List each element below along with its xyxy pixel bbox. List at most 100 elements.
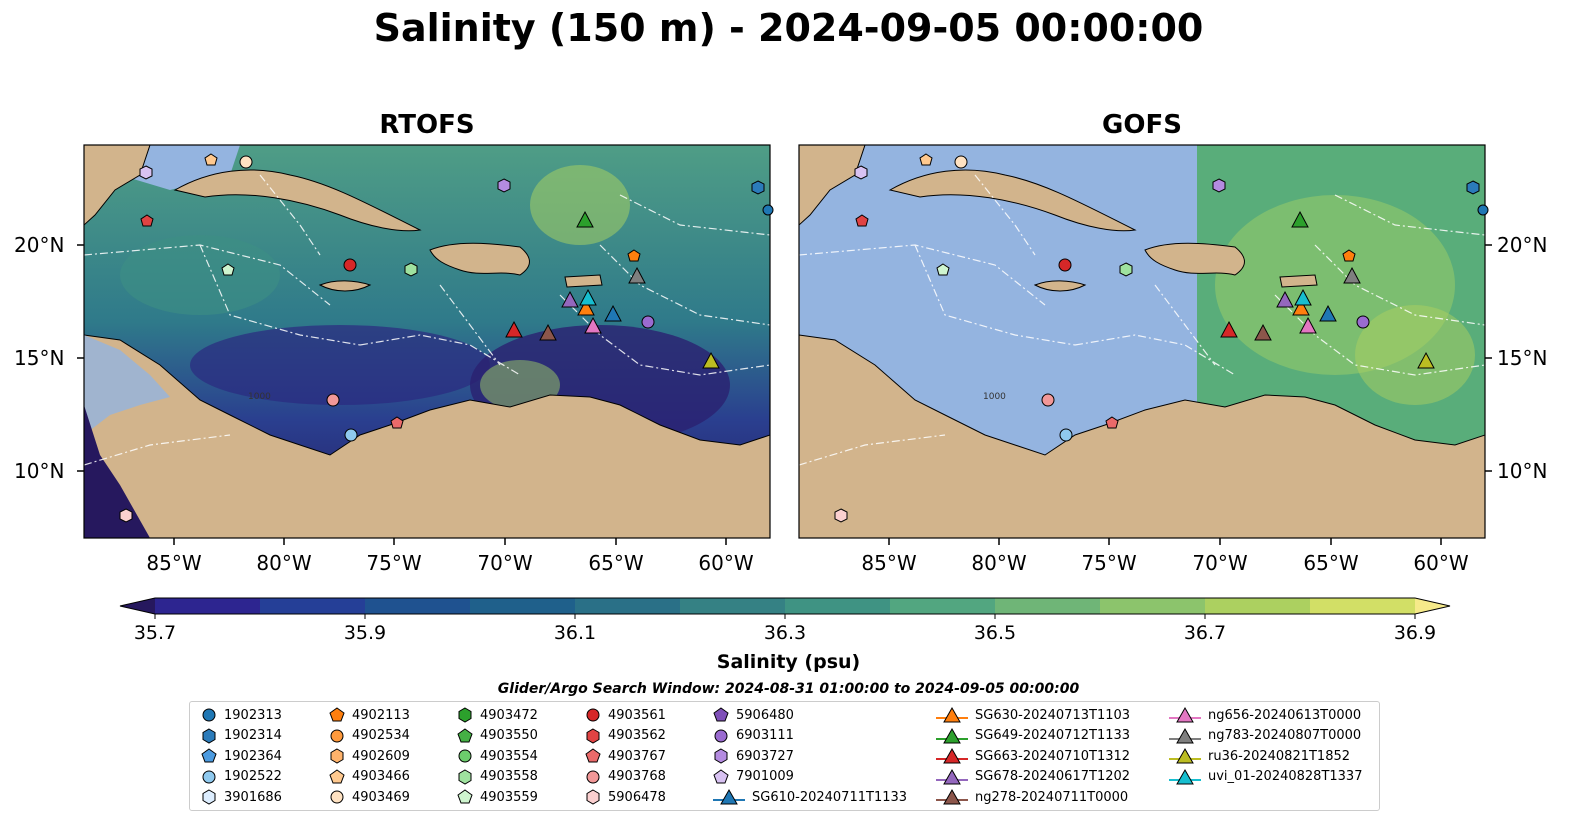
hexagon-marker-icon xyxy=(330,748,344,764)
lon-tick: 80°W xyxy=(256,551,311,575)
legend-item: 4903554 xyxy=(456,746,538,766)
argo-marker xyxy=(1119,262,1133,277)
lat-tick: 15°N xyxy=(14,346,64,370)
land-central-south-america xyxy=(799,334,1485,538)
glider-marker xyxy=(1291,210,1309,228)
legend-label: 4903472 xyxy=(480,707,538,723)
colorbar: 35.735.936.136.336.536.736.937.137.3 xyxy=(119,597,1451,644)
argo-marker xyxy=(855,214,869,227)
hexagon-marker-icon xyxy=(202,727,216,744)
triangle-marker-icon xyxy=(713,788,745,805)
lon-tick: 65°W xyxy=(588,551,643,575)
legend-label: SG610-20240711T1133 xyxy=(752,789,908,805)
lon-tick: 70°W xyxy=(1192,551,1247,575)
colorbar-extend-low xyxy=(120,598,155,614)
legend-item: 3901686 xyxy=(200,787,282,807)
legend-item: ng656-20240613T0000 xyxy=(1168,705,1361,725)
legend-label: 4903466 xyxy=(352,769,410,784)
colorbar-segment xyxy=(260,598,366,614)
argo-marker xyxy=(1356,315,1370,329)
legend-label: SG663-20240710T1312 xyxy=(975,748,1131,764)
legend-label: 4903559 xyxy=(480,789,538,805)
legend-item: 4903469 xyxy=(328,787,410,807)
circle-marker-icon xyxy=(202,708,216,722)
pentagon-marker-icon xyxy=(201,748,217,763)
colorbar-segment xyxy=(155,598,261,614)
legend-label: 7901009 xyxy=(736,769,794,784)
land-puerto-rico xyxy=(564,274,603,288)
colorbar-tick-label: 36.5 xyxy=(974,622,1016,644)
argo-marker xyxy=(1212,178,1226,193)
land-yucatan xyxy=(84,145,151,226)
circle-marker-icon xyxy=(714,729,728,742)
colorbar-segment xyxy=(995,598,1101,614)
pentagon-marker-icon xyxy=(329,768,345,783)
legend-label: SG649-20240712T1133 xyxy=(975,728,1131,743)
lat-tick: 10°N xyxy=(14,459,64,483)
legend-label: 4902534 xyxy=(352,728,410,743)
argo-marker xyxy=(344,428,358,442)
legend-item: 4902609 xyxy=(328,746,410,766)
lon-tick: 60°W xyxy=(1413,551,1468,575)
legend-label: ng783-20240807T0000 xyxy=(1208,728,1362,743)
legend-item: 4903472 xyxy=(456,705,538,725)
depth-contour-label: 1000 xyxy=(983,392,1006,402)
colorbar-segment xyxy=(1205,598,1311,614)
triangle-marker-icon xyxy=(1169,706,1201,723)
legend-item: SG678-20240617T1202 xyxy=(935,767,1130,787)
argo-marker xyxy=(221,263,235,276)
triangle-marker-icon xyxy=(936,747,968,764)
legend-item: 6903111 xyxy=(712,726,794,746)
lon-tick: 85°W xyxy=(146,551,201,575)
legend-label: 4903554 xyxy=(480,748,538,764)
argo-marker xyxy=(641,315,655,329)
legend-item: ng783-20240807T0000 xyxy=(1168,726,1361,746)
argo-marker xyxy=(343,258,357,272)
glider-marker xyxy=(539,323,557,341)
legend-label: ng278-20240711T0000 xyxy=(975,789,1129,805)
legend-label: 4903562 xyxy=(608,728,666,743)
eez-boundaries xyxy=(84,174,770,466)
land-central-south-america xyxy=(84,334,770,538)
legend-item: ng278-20240711T0000 xyxy=(935,787,1128,807)
argo-marker xyxy=(627,249,641,262)
hexagon-marker-icon xyxy=(458,707,472,723)
glider-marker xyxy=(1292,298,1310,316)
argo-marker xyxy=(834,508,848,523)
legend-item: SG663-20240710T1312 xyxy=(935,746,1130,766)
land-puerto-rico xyxy=(1279,274,1318,288)
legend: 1902313 1902314 1902364 1902522 3901686 49021… xyxy=(189,701,1380,811)
argo-marker xyxy=(954,155,968,169)
glider-marker xyxy=(584,316,602,334)
argo-marker xyxy=(1466,180,1480,195)
colorbar-ticks: 35.735.936.136.336.536.736.937.137.3 xyxy=(134,614,1436,644)
colorbar-segment xyxy=(470,598,576,614)
triangle-marker-icon xyxy=(1169,727,1201,743)
legend-item: 4903562 xyxy=(584,726,666,746)
legend-item: 4903768 xyxy=(584,767,666,787)
search-window-text: Glider/Argo Search Window: 2024-08-31 01… xyxy=(497,681,1080,697)
colorbar-segments xyxy=(119,597,1451,615)
glider-marker xyxy=(628,266,646,284)
land-cuba xyxy=(888,169,1137,232)
legend-item: ru36-20240821T1852 xyxy=(1168,746,1350,766)
legend-item: 4903559 xyxy=(456,787,538,807)
legend-item: SG630-20240713T1103 xyxy=(935,705,1130,725)
argo-marker xyxy=(139,165,153,180)
lon-tick: 65°W xyxy=(1303,551,1358,575)
lon-tick: 75°W xyxy=(366,551,421,575)
colorbar-segment xyxy=(890,598,996,614)
lon-tick: 70°W xyxy=(477,551,532,575)
hexagon-marker-icon xyxy=(714,748,728,764)
figure-title: Salinity (150 m) - 2024-09-05 00:00:00 xyxy=(373,6,1204,50)
hexagon-marker-icon xyxy=(202,789,216,805)
legend-item: 4903558 xyxy=(456,767,538,787)
glider-marker xyxy=(1417,351,1435,369)
legend-item: 4902113 xyxy=(328,705,410,725)
legend-label: 4903469 xyxy=(352,789,410,805)
legend-label: 4903768 xyxy=(608,769,666,784)
circle-marker-icon xyxy=(458,749,472,763)
lon-tick: 85°W xyxy=(861,551,916,575)
pentagon-marker-icon xyxy=(457,727,473,742)
legend-item: 4903466 xyxy=(328,767,410,787)
